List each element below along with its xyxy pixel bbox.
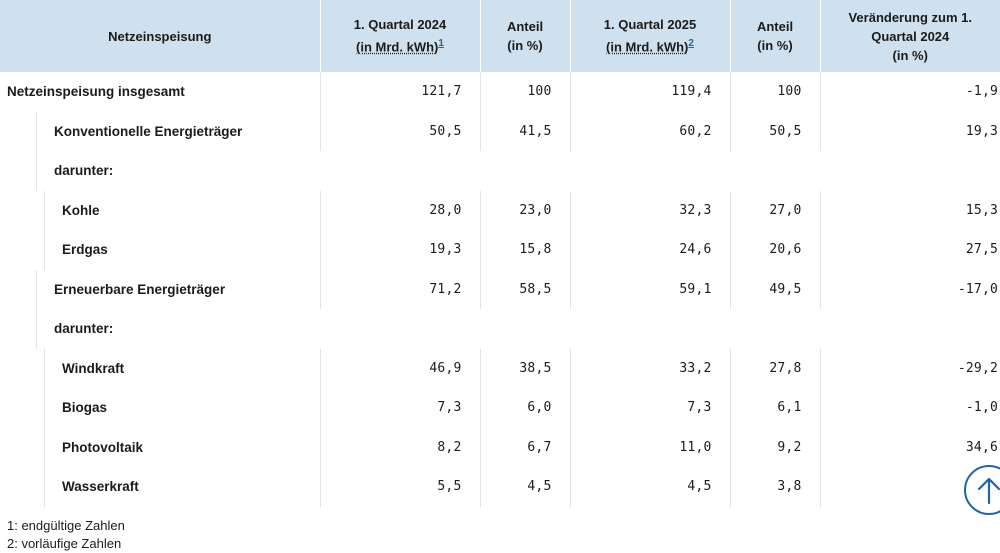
- cell-value: 8,2: [320, 427, 481, 467]
- header-netzeinspeisung: Netzeinspeisung: [0, 0, 321, 72]
- cell-value: 59,1: [570, 269, 731, 309]
- cell-value: 5,5: [320, 467, 481, 507]
- row-label: Kohle: [0, 190, 321, 230]
- cell-value: 19,3: [965, 123, 998, 139]
- cell-value: 41,5: [480, 111, 571, 151]
- row-label: Photovoltaik: [0, 427, 321, 467]
- footnote-link-2[interactable]: 2: [688, 38, 694, 50]
- arrow-up-icon: [977, 477, 1000, 505]
- indent-line: [36, 270, 37, 349]
- table-row: darunter:: [0, 151, 1000, 191]
- row-label: Erdgas: [0, 230, 321, 270]
- cell-value: 9,2: [730, 427, 821, 467]
- cell-value: 15,8: [480, 230, 571, 270]
- cell-value: 28,0: [320, 190, 481, 230]
- cell-value: 49,5: [730, 269, 821, 309]
- row-label: darunter:: [54, 321, 114, 337]
- table-row: darunter:: [0, 309, 1000, 349]
- cell-value: 50,5: [730, 111, 821, 151]
- indent-line: [44, 191, 45, 270]
- table-row: Konventionelle Energieträger 50,5 41,5 6…: [0, 111, 1000, 151]
- indent-line: [36, 112, 37, 191]
- header-row: Netzeinspeisung 1. Quartal 2024 (in Mrd.…: [0, 0, 1000, 72]
- header-quartal-2024: 1. Quartal 2024 (in Mrd. kWh)1: [320, 0, 481, 72]
- cell-value: 7,3: [570, 388, 731, 428]
- row-label: Erneuerbare Energieträger: [0, 269, 321, 309]
- cell-value: 23,0: [480, 190, 571, 230]
- cell-value: 50,5: [320, 111, 481, 151]
- footnote-link-1[interactable]: 1: [438, 38, 444, 50]
- cell-value: 38,5: [480, 348, 571, 388]
- table-row: Erneuerbare Energieträger 71,2 58,5 59,1…: [0, 269, 1000, 309]
- cell-value: 46,9: [320, 348, 481, 388]
- unit-link[interactable]: (in Mrd. kWh): [356, 39, 439, 55]
- table-row: Erdgas 19,3 15,8 24,6 20,6 27,5: [0, 230, 1000, 270]
- cell-value: 32,3: [570, 190, 731, 230]
- cell-value: 60,2: [570, 111, 731, 151]
- cell-value: -17,0: [957, 281, 998, 297]
- indent-line: [44, 349, 45, 507]
- netzeinspeisung-table: Netzeinspeisung 1. Quartal 2024 (in Mrd.…: [0, 0, 1000, 507]
- cell-value: 6,1: [730, 388, 821, 428]
- table-row: Netzeinspeisung insgesamt 121,7 100 119,…: [0, 72, 1000, 112]
- cell-value: 7,3: [320, 388, 481, 428]
- header-veraenderung: Veränderung zum 1. Quartal 2024 (in %): [820, 0, 1000, 72]
- cell-value: 11,0: [570, 427, 731, 467]
- footnotes: 1: endgültige Zahlen 2: vorläufige Zahle…: [7, 517, 125, 553]
- table-row: Biogas 7,3 6,0 7,3 6,1 -1,0: [0, 388, 1000, 428]
- cell-value: 100: [480, 72, 571, 112]
- cell-value: 20,6: [730, 230, 821, 270]
- cell-value: 19,3: [320, 230, 481, 270]
- row-label: Windkraft: [0, 348, 321, 388]
- row-label: Wasserkraft: [0, 467, 321, 507]
- cell-value: -1,9: [965, 84, 998, 100]
- cell-value: 100: [730, 72, 821, 112]
- cell-value: 34,6: [965, 439, 998, 455]
- back-to-top-button[interactable]: [964, 465, 1000, 515]
- footnote-2: 2: vorläufige Zahlen: [7, 536, 122, 551]
- cell-value: 6,7: [480, 427, 571, 467]
- table-row: Windkraft 46,9 38,5 33,2 27,8 -29,2: [0, 348, 1000, 388]
- cell-value: 15,3: [965, 202, 998, 218]
- unit-link[interactable]: (in Mrd. kWh): [606, 39, 689, 55]
- row-label: Biogas: [0, 388, 321, 428]
- header-quartal-2025: 1. Quartal 2025 (in Mrd. kWh)2: [570, 0, 731, 72]
- row-label: Netzeinspeisung insgesamt: [0, 72, 321, 112]
- cell-value: 4,5: [480, 467, 571, 507]
- cell-value: 27,0: [730, 190, 821, 230]
- header-anteil-2024: Anteil (in %): [480, 0, 571, 72]
- cell-value: 4,5: [570, 467, 731, 507]
- cell-value: 6,0: [480, 388, 571, 428]
- cell-value: 58,5: [480, 269, 571, 309]
- footnote-1: 1: endgültige Zahlen: [7, 518, 125, 533]
- cell-value: 121,7: [320, 72, 481, 112]
- header-anteil-2025: Anteil (in %): [730, 0, 821, 72]
- table-row: Kohle 28,0 23,0 32,3 27,0 15,3: [0, 190, 1000, 230]
- row-label: darunter:: [54, 163, 114, 179]
- row-label: Konventionelle Energieträger: [0, 111, 321, 151]
- cell-value: -29,2: [957, 360, 998, 376]
- cell-value: 24,6: [570, 230, 731, 270]
- table-row: Photovoltaik 8,2 6,7 11,0 9,2 34,6: [0, 427, 1000, 467]
- cell-value: 119,4: [570, 72, 731, 112]
- cell-value: 3,8: [730, 467, 821, 507]
- cell-value: 27,5: [965, 242, 998, 258]
- cell-value: 71,2: [320, 269, 481, 309]
- cell-value: -1,0: [965, 400, 998, 416]
- cell-value: 27,8: [730, 348, 821, 388]
- cell-value: 33,2: [570, 348, 731, 388]
- table-row: Wasserkraft 5,5 4,5 4,5 3,8: [0, 467, 1000, 507]
